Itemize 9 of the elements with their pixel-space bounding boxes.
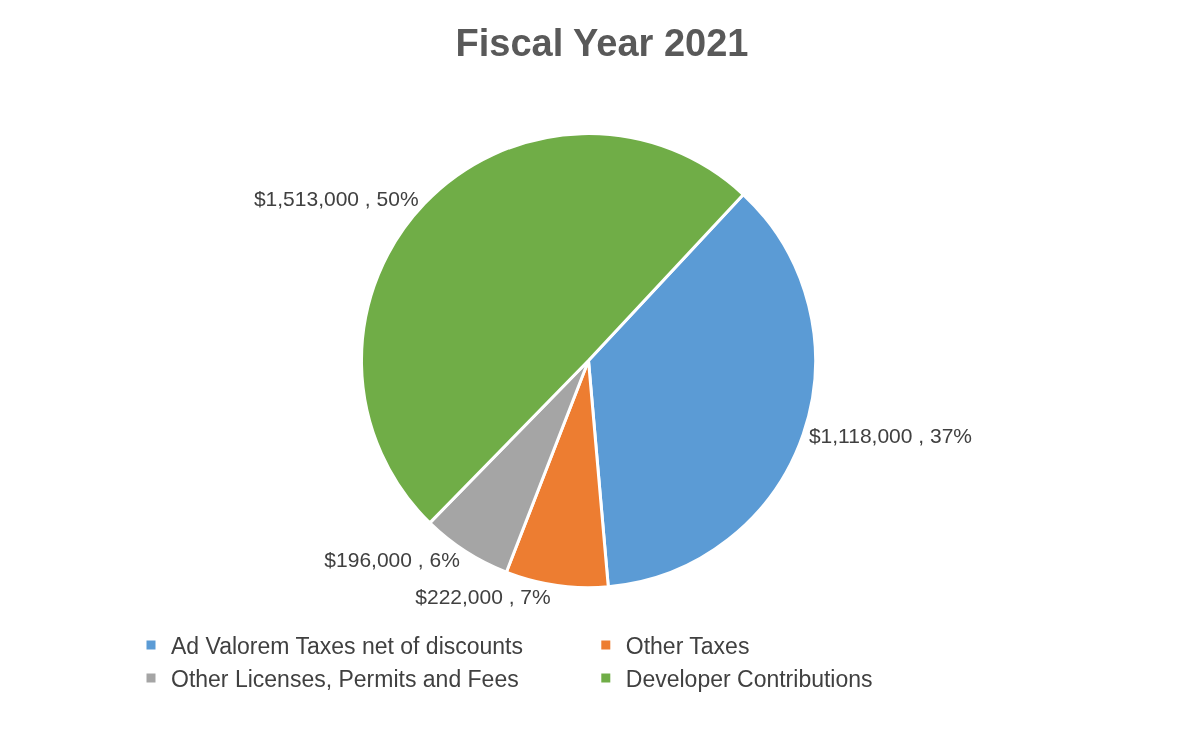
legend-label: Developer Contributions	[625, 665, 873, 692]
data-label: $196,000 , 6%	[324, 548, 460, 572]
data-label: $222,000 , 7%	[415, 585, 551, 609]
chart-title: Fiscal Year 2021	[455, 21, 749, 64]
legend-label: Other Taxes	[625, 632, 750, 659]
data-label: $1,513,000 , 50%	[253, 186, 419, 210]
data-label: $1,118,000 , 37%	[808, 424, 972, 448]
legend-label: Other Licenses, Permits and Fees	[171, 665, 519, 692]
legend-label: Ad Valorem Taxes net of discounts	[171, 632, 524, 659]
